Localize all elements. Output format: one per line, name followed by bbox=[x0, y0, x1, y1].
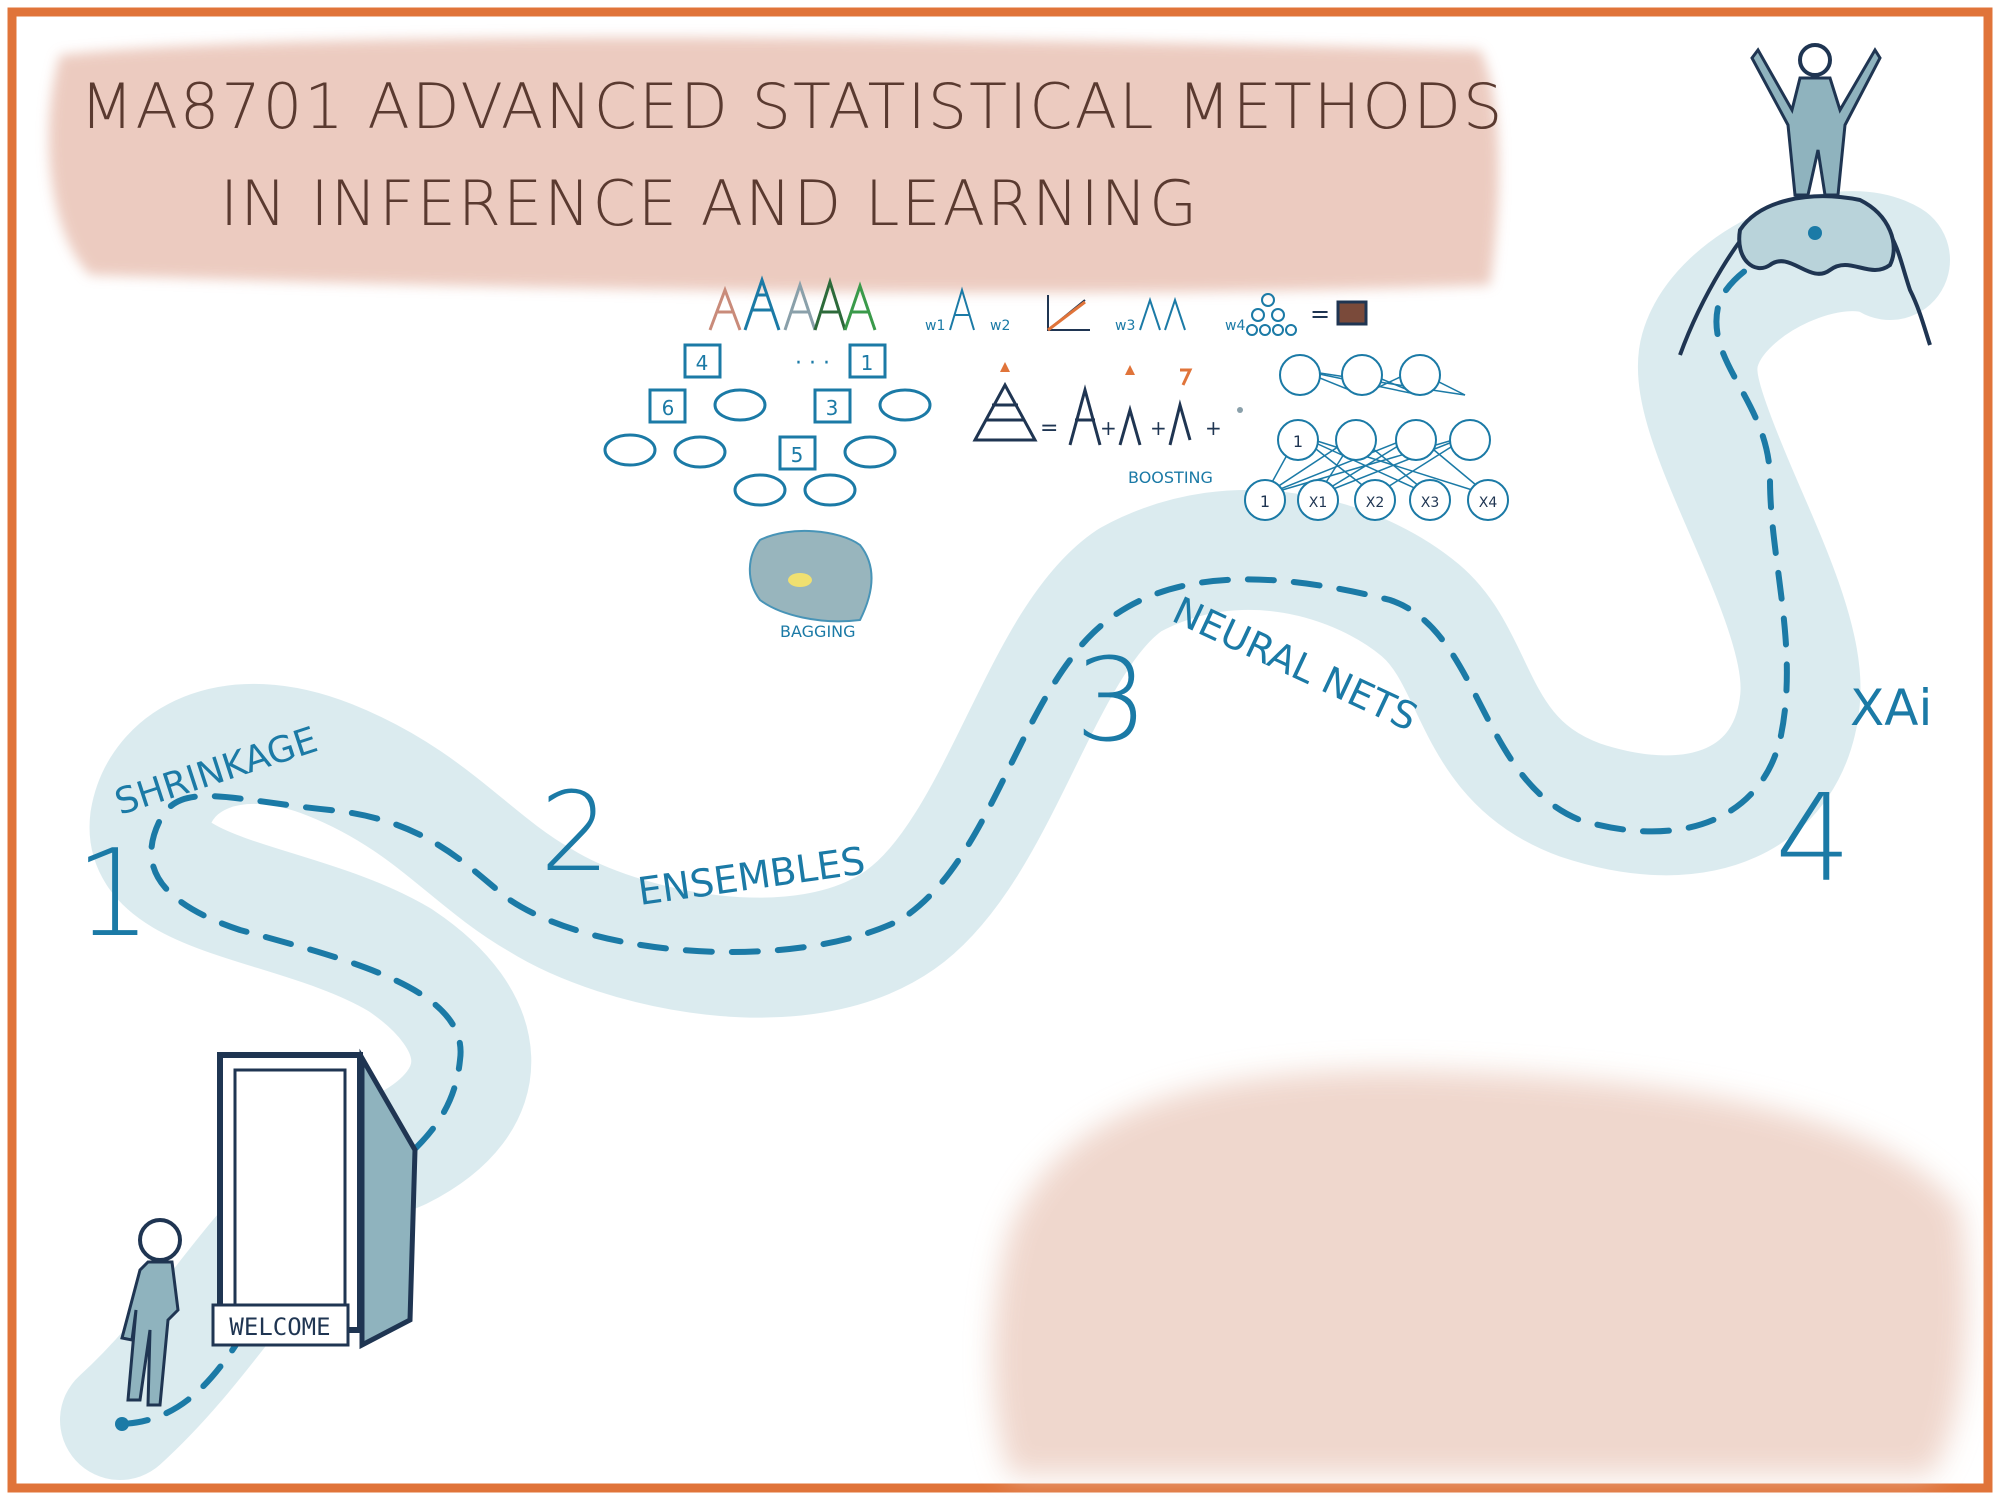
boosting-label: BOOSTING bbox=[1128, 468, 1213, 487]
bagging-label: BAGGING bbox=[780, 622, 856, 641]
title-wash bbox=[48, 37, 1499, 293]
welcome-sign bbox=[211, 1303, 350, 1347]
svg-text:1: 1 bbox=[861, 351, 874, 375]
svg-text:· · ·: · · · bbox=[795, 351, 830, 376]
frame-border bbox=[7, 7, 1993, 1493]
stage-4-label: XAi bbox=[1850, 679, 1932, 737]
svg-text:w2: w2 bbox=[990, 318, 1010, 334]
tree-icon bbox=[708, 275, 877, 331]
learning-road bbox=[60, 191, 1950, 1480]
stage-3-number: 3 bbox=[1075, 634, 1148, 768]
svg-text:1: 1 bbox=[1293, 432, 1303, 451]
svg-text:X2: X2 bbox=[1366, 495, 1385, 511]
svg-text:+: + bbox=[1150, 416, 1167, 440]
svg-text:X1: X1 bbox=[1309, 495, 1328, 511]
svg-text:5: 5 bbox=[791, 443, 804, 467]
svg-text:w3: w3 bbox=[1115, 318, 1135, 334]
svg-text:3: 3 bbox=[826, 396, 839, 420]
svg-text:X4: X4 bbox=[1479, 495, 1498, 511]
svg-text:=: = bbox=[1310, 300, 1330, 328]
svg-text:+: + bbox=[1100, 416, 1117, 440]
svg-text:+: + bbox=[1205, 416, 1222, 440]
boosting-sketch: = + + + BOOSTING bbox=[972, 362, 1243, 487]
walking-person-icon bbox=[120, 1218, 182, 1407]
svg-text:6: 6 bbox=[662, 396, 675, 420]
title-line-1: MA8701 ADVANCED STATISTICAL METHODS bbox=[80, 70, 1504, 143]
mountain-icon bbox=[1678, 194, 1932, 356]
neural-network-icon: 1 1 X1 X2 X3 X4 bbox=[1244, 354, 1509, 521]
bagging-sketch: BAGGING bbox=[748, 530, 873, 641]
svg-text:1: 1 bbox=[1260, 492, 1270, 511]
stage-4-number: 4 bbox=[1775, 770, 1851, 909]
svg-text:w1: w1 bbox=[925, 318, 945, 334]
svg-text:4: 4 bbox=[696, 351, 709, 375]
svg-text:X3: X3 bbox=[1421, 495, 1440, 511]
svg-text:=: = bbox=[1040, 416, 1058, 441]
door-icon: WELCOME bbox=[211, 1048, 418, 1350]
start-dot bbox=[115, 1417, 129, 1431]
stage-2-number: 2 bbox=[540, 768, 610, 896]
welcome-sign-text: WELCOME bbox=[229, 1313, 330, 1341]
bottom-wash bbox=[993, 1070, 1967, 1475]
celebrating-person-icon bbox=[1750, 43, 1882, 197]
stacking-equation: w1 w2 w3 w4 = bbox=[925, 286, 1368, 336]
svg-text:w4: w4 bbox=[1225, 318, 1245, 334]
decision-trees: 4 6 · · · 1 3 5 bbox=[603, 343, 932, 507]
stage-1-number: 1 bbox=[75, 825, 151, 964]
title-line-2: IN INFERENCE AND LEARNING bbox=[220, 167, 1199, 240]
dashed-route bbox=[119, 232, 1838, 1427]
